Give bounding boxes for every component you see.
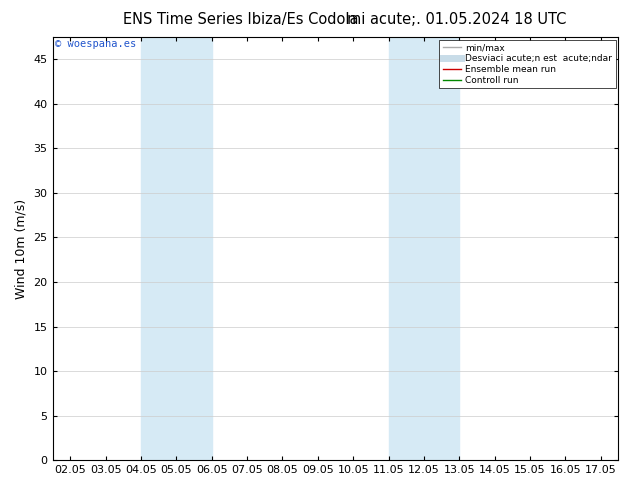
Bar	[389, 37, 459, 460]
Text: © woespana.es: © woespana.es	[55, 39, 136, 49]
Y-axis label: Wind 10m (m/s): Wind 10m (m/s)	[15, 198, 28, 299]
Text: mi acute;. 01.05.2024 18 UTC: mi acute;. 01.05.2024 18 UTC	[347, 12, 566, 27]
Legend: min/max, Desviaci acute;n est  acute;ndar, Ensemble mean run, Controll run: min/max, Desviaci acute;n est acute;ndar…	[439, 40, 616, 88]
Bar	[141, 37, 212, 460]
Text: ENS Time Series Ibiza/Es Codola: ENS Time Series Ibiza/Es Codola	[123, 12, 359, 27]
